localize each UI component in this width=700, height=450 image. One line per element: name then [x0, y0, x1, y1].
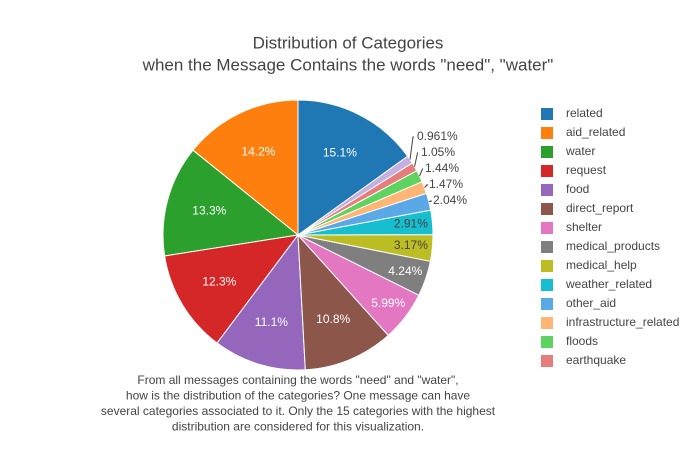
slice-label: 1.44%: [425, 161, 459, 175]
legend-label: earthquake: [566, 353, 626, 367]
legend-label: direct_report: [566, 201, 634, 215]
legend-swatch: [541, 203, 553, 215]
legend-swatch: [541, 146, 553, 158]
pie-slice: [297, 155, 413, 236]
legend-swatch: [541, 317, 553, 329]
legend-label: other_aid: [566, 296, 616, 310]
pie-slice: [297, 99, 409, 236]
pie-slice: [216, 233, 306, 371]
leader-line: [414, 152, 419, 167]
slice-label: 12.3%: [202, 275, 236, 289]
legend-swatch: [541, 184, 553, 196]
annotation: distribution are considered for this vis…: [172, 420, 424, 434]
chart-title: Distribution of Categories: [253, 33, 444, 52]
slice-label: 10.8%: [316, 312, 350, 326]
leader-line: [419, 168, 424, 177]
legend-swatch: [541, 108, 553, 120]
leader-line: [409, 136, 414, 160]
legend-label: aid_related: [566, 125, 625, 139]
slice-label: 5.99%: [371, 296, 405, 310]
pie-slice: [162, 149, 300, 257]
slice-label: 2.04%: [433, 193, 467, 207]
legend-swatch: [541, 355, 553, 367]
legend-label: weather_related: [565, 277, 652, 291]
pie-slice: [164, 234, 300, 344]
slice-label: 1.47%: [429, 177, 463, 191]
legend-swatch: [541, 241, 553, 253]
pie-slice: [192, 99, 299, 237]
legend-label: medical_products: [566, 239, 660, 253]
legend-swatch: [541, 165, 553, 177]
annotation: several categories associated to it. Onl…: [101, 404, 496, 418]
legend-label: shelter: [566, 220, 602, 234]
legend-swatch: [541, 222, 553, 234]
legend-label: request: [566, 163, 607, 177]
slice-label: 11.1%: [255, 315, 288, 329]
annotation: how is the distribution of the categorie…: [126, 389, 471, 403]
slice-label: 3.17%: [394, 238, 428, 252]
legend-swatch: [541, 279, 553, 291]
legend-label: related: [566, 106, 603, 120]
pie-slice: [297, 233, 389, 371]
legend-swatch: [541, 298, 553, 310]
slice-label: 4.24%: [388, 264, 422, 278]
annotation: From all messages containing the words "…: [137, 373, 458, 387]
legend-label: infrastructure_related: [566, 315, 679, 329]
slice-label: 2.91%: [394, 216, 428, 230]
legend-label: water: [565, 144, 595, 158]
leader-line: [428, 200, 432, 203]
legend-label: floods: [566, 334, 598, 348]
slice-label: 13.3%: [192, 203, 226, 217]
slice-label: 1.05%: [421, 145, 455, 159]
slice-label: 15.1%: [323, 145, 357, 159]
legend-swatch: [541, 336, 553, 348]
slice-label: 0.961%: [417, 129, 458, 143]
legend-label: food: [566, 182, 589, 196]
leader-line: [424, 184, 429, 188]
slice-label: 14.2%: [241, 144, 275, 158]
legend-label: medical_help: [566, 258, 637, 272]
legend-swatch: [541, 127, 553, 139]
chart-subtitle: when the Message Contains the words "nee…: [142, 55, 554, 74]
legend-swatch: [541, 260, 553, 272]
